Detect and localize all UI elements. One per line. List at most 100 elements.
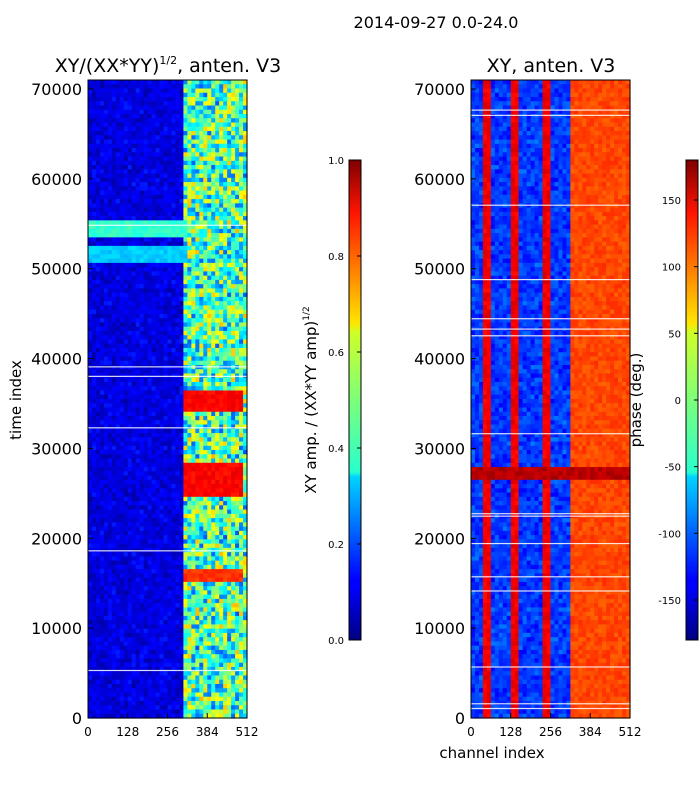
heatmap-cell — [199, 433, 204, 438]
heatmap-cell — [99, 173, 105, 179]
heatmap-cell — [159, 148, 165, 153]
heatmap-cell — [143, 394, 149, 400]
heatmap-cell — [231, 535, 236, 540]
heatmap-cell — [131, 356, 137, 362]
heatmap-cell — [235, 267, 240, 272]
heatmap-cell — [135, 594, 141, 600]
heatmap-cell — [159, 386, 165, 392]
heatmap-cell — [143, 360, 149, 366]
heatmap-cell — [119, 131, 125, 136]
heatmap-cell — [91, 513, 97, 519]
heatmap-cell — [199, 445, 204, 451]
heatmap-cell — [203, 441, 208, 447]
heatmap-cell — [211, 399, 216, 404]
heatmap-cell — [151, 603, 157, 609]
heatmap-cell — [131, 352, 137, 358]
heatmap-cell — [147, 496, 153, 502]
heatmap-cell — [235, 228, 240, 234]
heatmap-cell — [88, 258, 93, 264]
heatmap-cell — [155, 105, 161, 111]
heatmap-cell — [151, 199, 157, 204]
heatmap-cell — [235, 445, 240, 451]
heatmap-cell — [243, 522, 248, 528]
heatmap-cell — [211, 92, 216, 98]
heatmap-cell — [203, 245, 208, 251]
heatmap-cell — [91, 530, 97, 536]
heatmap-cell — [95, 471, 101, 477]
heatmap-cell — [183, 594, 188, 600]
heatmap-cell — [187, 386, 192, 392]
heatmap-cell — [99, 607, 105, 613]
heatmap-cell — [111, 577, 117, 583]
heatmap-cell — [207, 343, 212, 349]
heatmap-cell — [115, 586, 121, 591]
heatmap-cell — [107, 573, 113, 579]
heatmap-cell — [207, 539, 212, 545]
heatmap-cell — [91, 105, 97, 111]
heatmap-cell — [203, 343, 208, 349]
heatmap-cell — [203, 560, 208, 566]
heatmap-cell — [127, 165, 133, 170]
heatmap-cell — [227, 258, 232, 264]
heatmap-cell — [135, 441, 141, 447]
heatmap-cell — [207, 526, 212, 532]
heatmap-cell — [211, 343, 216, 349]
heatmap-cell — [223, 339, 228, 345]
heatmap-cell — [227, 271, 232, 277]
heatmap-cell — [151, 441, 157, 447]
heatmap-cell — [191, 450, 196, 455]
heatmap-cell — [131, 326, 137, 332]
heatmap-cell — [95, 211, 101, 217]
heatmap-cell — [103, 450, 109, 455]
heatmap-cell — [91, 199, 97, 204]
heatmap-cell — [211, 560, 216, 566]
heatmap-cell — [203, 271, 208, 277]
heatmap-cell — [215, 199, 220, 204]
heatmap-cell — [231, 450, 236, 455]
heatmap-cell — [123, 126, 129, 132]
heatmap-cell — [219, 135, 224, 141]
heatmap-cell — [135, 509, 141, 515]
heatmap-cell — [88, 309, 93, 315]
heatmap-cell — [115, 399, 121, 404]
heatmap-cell — [215, 160, 220, 166]
heatmap-cell — [187, 203, 192, 209]
heatmap-cell — [119, 420, 125, 426]
heatmap-cell — [151, 254, 157, 260]
heatmap-cell — [163, 292, 169, 298]
heatmap-cell — [147, 433, 153, 438]
heatmap-cell — [207, 207, 212, 213]
heatmap-cell — [231, 330, 236, 336]
heatmap-cell — [179, 356, 184, 362]
heatmap-cell — [199, 199, 204, 204]
heatmap-cell — [95, 560, 101, 566]
heatmap-cell — [163, 560, 169, 566]
heatmap-cell — [103, 530, 109, 536]
heatmap-cell — [95, 590, 101, 596]
heatmap-cell — [239, 424, 244, 430]
heatmap-cell — [231, 190, 236, 196]
heatmap-cell — [115, 569, 121, 574]
heatmap-cell — [199, 403, 204, 409]
heatmap-cell — [95, 254, 101, 260]
heatmap-cell — [107, 581, 113, 587]
heatmap-cell — [139, 594, 145, 600]
heatmap-cell — [215, 182, 220, 187]
heatmap-cell — [115, 369, 121, 375]
heatmap-cell — [243, 220, 248, 226]
heatmap-cell — [243, 390, 248, 396]
heatmap-cell — [147, 114, 153, 119]
heatmap-cell — [127, 254, 133, 260]
heatmap-cell — [139, 97, 145, 102]
heatmap-cell — [123, 173, 129, 179]
heatmap-cell — [215, 424, 220, 430]
heatmap-cell — [99, 296, 105, 302]
heatmap-cell — [231, 347, 236, 353]
heatmap-cell — [99, 416, 105, 421]
heatmap-cell — [191, 237, 196, 243]
heatmap-cell — [207, 479, 212, 485]
heatmap-cell — [239, 543, 244, 549]
heatmap-cell — [215, 220, 220, 226]
heatmap-cell — [127, 326, 133, 332]
heatmap-cell — [127, 309, 133, 315]
